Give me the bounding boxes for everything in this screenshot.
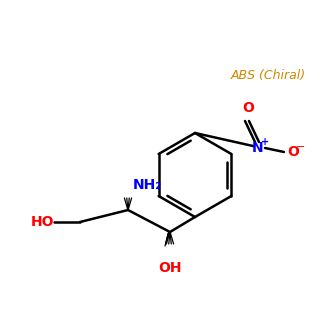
Text: +: + xyxy=(261,137,269,147)
Text: NH₂: NH₂ xyxy=(132,178,162,192)
Text: OH: OH xyxy=(158,261,182,275)
Text: HO: HO xyxy=(30,215,54,229)
Text: ABS (Chiral): ABS (Chiral) xyxy=(230,69,306,81)
Text: O: O xyxy=(242,101,254,115)
Text: −: − xyxy=(296,142,306,152)
Text: N: N xyxy=(252,141,264,155)
Text: O: O xyxy=(287,145,299,159)
